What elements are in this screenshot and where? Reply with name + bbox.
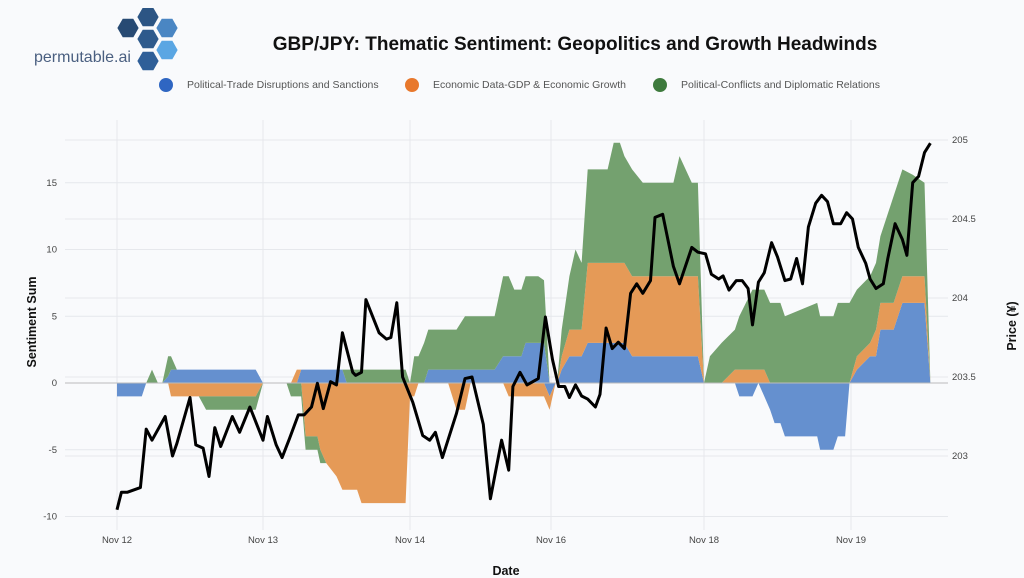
logo-hexagon [135, 50, 161, 72]
y2-tick-label: 204.5 [952, 214, 976, 225]
logo-hexagon [154, 17, 180, 39]
y-tick-label: 10 [46, 245, 57, 256]
chart-title: GBP/JPY: Thematic Sentiment: Geopolitics… [272, 34, 878, 55]
x-axis-label: Date [492, 564, 519, 578]
y-tick-label: -5 [49, 445, 57, 456]
y-tick-label: 15 [46, 178, 57, 189]
x-tick-label: Nov 13 [248, 535, 278, 546]
y-tick-label: -10 [43, 512, 57, 523]
price-line [115, 142, 932, 511]
x-tick-label: Nov 16 [536, 535, 566, 546]
logo-hexagon [135, 28, 161, 50]
area-series-1-neg [117, 383, 931, 504]
logo-text: permutable.ai [34, 49, 131, 66]
legend-item-economic-data[interactable]: Economic Data-GDP & Economic Growth [405, 78, 626, 92]
y2-tick-label: 204 [952, 293, 968, 304]
logo-hexagon [115, 17, 141, 39]
legend-item-political-conflicts[interactable]: Political-Conflicts and Diplomatic Relat… [653, 78, 880, 92]
legend-dot-green [653, 78, 667, 92]
y2-tick-label: 203 [952, 451, 968, 462]
x-tick-label: Nov 12 [102, 535, 132, 546]
area-series-0-pos [117, 302, 931, 383]
legend: Political-Trade Disruptions and Sanction… [0, 78, 1024, 96]
y2-axis-label: Price (¥) [1005, 301, 1019, 350]
logo-hexagon [154, 39, 180, 61]
y-tick-label: 5 [52, 311, 57, 322]
legend-item-political-trade[interactable]: Political-Trade Disruptions and Sanction… [159, 78, 379, 92]
x-tick-label: Nov 19 [836, 535, 866, 546]
area-series-2-pos [117, 142, 931, 383]
legend-dot-blue [159, 78, 173, 92]
x-tick-label: Nov 14 [395, 535, 425, 546]
price-line-group [115, 142, 932, 511]
y-axis-label: Sentiment Sum [25, 277, 39, 368]
stacked-areas [117, 142, 931, 504]
legend-dot-orange [405, 78, 419, 92]
y-tick-label: 0 [52, 378, 57, 389]
legend-label: Political-Trade Disruptions and Sanction… [187, 79, 379, 91]
y2-tick-label: 205 [952, 135, 968, 146]
y2-tick-label: 203.5 [952, 372, 976, 383]
x-tick-label: Nov 18 [689, 535, 719, 546]
legend-label: Political-Conflicts and Diplomatic Relat… [681, 79, 880, 91]
legend-label: Economic Data-GDP & Economic Growth [433, 79, 626, 91]
